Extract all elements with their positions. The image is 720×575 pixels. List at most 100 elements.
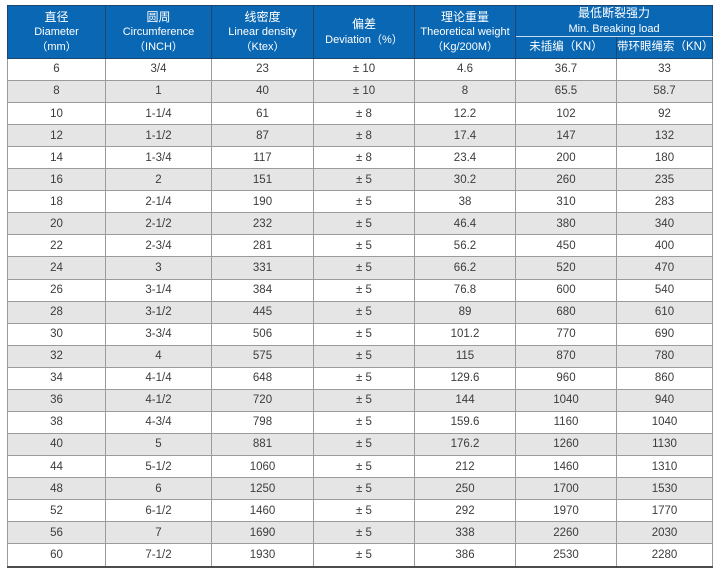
table-cell: 1 <box>105 79 212 104</box>
col-header-unspliced-kn: 未插编（KN） <box>515 35 617 59</box>
table-cell: 3 <box>105 256 212 280</box>
table-cell: 250 <box>414 477 516 501</box>
table-cell: 23 <box>211 57 314 81</box>
table-cell: 66.2 <box>414 256 516 280</box>
table-cell: 400 <box>615 234 714 258</box>
table-cell: ± 10 <box>313 79 415 104</box>
table-row: 40 5 881 ± 5 176.2 1260 1130 <box>7 432 714 457</box>
table-cell: 16 <box>7 168 106 192</box>
table-cell: 190 <box>211 190 314 214</box>
rope-spec-table: 直径 Diameter （mm） 圆周 Circumference （INCH）… <box>7 5 713 568</box>
table-cell: 102 <box>515 102 617 126</box>
table-cell: 3-1/2 <box>105 300 212 324</box>
table-row: 30 3-3/4 506 ± 5 101.2 770 690 <box>7 322 714 346</box>
col-header-circumference: 圆周 Circumference （INCH） <box>105 5 212 59</box>
table-cell: 940 <box>615 388 714 412</box>
table-cell: ± 8 <box>313 146 415 170</box>
table-cell: 520 <box>515 256 617 280</box>
table-cell: 2-1/2 <box>105 212 212 236</box>
table-cell: ± 5 <box>313 388 415 412</box>
table-cell: 76.8 <box>414 278 516 302</box>
col-header-theoretical-weight-cn: 理论重量 <box>440 9 489 24</box>
table-cell: 18 <box>7 190 106 214</box>
table-cell: 23.4 <box>414 146 516 170</box>
table-cell: ± 5 <box>313 410 415 434</box>
col-header-theoretical-weight: 理论重量 Theoretical weight （Kg/200M） <box>414 5 516 59</box>
table-cell: 1690 <box>211 521 314 545</box>
table-cell: 6-1/2 <box>105 499 212 523</box>
table-row: 22 2-3/4 281 ± 5 56.2 450 400 <box>7 234 714 258</box>
table-row: 24 3 331 ± 5 66.2 520 470 <box>7 256 714 280</box>
table-cell: 132 <box>615 124 714 148</box>
table-cell: ± 8 <box>313 102 415 126</box>
table-cell: 338 <box>414 521 516 545</box>
table-cell: 159.6 <box>414 410 516 434</box>
table-cell: 44 <box>7 455 106 479</box>
table-cell: 4-1/4 <box>105 366 212 390</box>
table-cell: ± 5 <box>313 190 415 214</box>
table-row: 8 1 40 ± 10 8 65.5 58.7 <box>7 79 714 104</box>
table-cell: 1130 <box>615 432 714 457</box>
table-cell: 1060 <box>211 455 314 479</box>
table-body: 6 3/4 23 ± 10 4.6 36.7 33 8 1 40 ± 10 8 65.5 58.7 10 1-… <box>7 57 714 568</box>
table-cell: 32 <box>7 344 106 368</box>
table-cell: 610 <box>615 300 714 324</box>
table-cell: 12.2 <box>414 102 516 126</box>
table-row: 32 4 575 ± 5 115 870 780 <box>7 344 714 368</box>
table-row: 36 4-1/2 720 ± 5 144 1040 940 <box>7 388 714 412</box>
table-cell: 4-1/2 <box>105 388 212 412</box>
table-cell: 881 <box>211 432 314 457</box>
table-row: 48 6 1250 ± 5 250 1700 1530 <box>7 477 714 501</box>
table-cell: 340 <box>615 212 714 236</box>
table-cell: 7 <box>105 521 212 545</box>
table-row: 44 5-1/2 1060 ± 5 212 1460 1310 <box>7 455 714 479</box>
table-cell: ± 10 <box>313 57 415 81</box>
table-cell: 65.5 <box>515 79 617 104</box>
table-cell: 7-1/2 <box>105 543 212 568</box>
col-header-linear-density: 线密度 Linear density （Ktex） <box>211 5 314 59</box>
table-cell: 1-1/4 <box>105 102 212 126</box>
table-cell: 3-3/4 <box>105 322 212 346</box>
table-cell: 600 <box>515 278 617 302</box>
table-cell: 1460 <box>211 499 314 523</box>
table-cell: 720 <box>211 388 314 412</box>
table-cell: 506 <box>211 322 314 346</box>
table-cell: 117 <box>211 146 314 170</box>
table-cell: 1040 <box>515 388 617 412</box>
table-cell: 36 <box>7 388 106 412</box>
table-cell: 52 <box>7 499 106 523</box>
table-cell: 40 <box>7 432 106 457</box>
col-header-circumference-cn: 圆周 <box>146 9 171 24</box>
table-cell: 575 <box>211 344 314 368</box>
col-header-diameter: 直径 Diameter （mm） <box>7 5 106 59</box>
table-cell: 22 <box>7 234 106 258</box>
table-cell: 147 <box>515 124 617 148</box>
table-cell: 129.6 <box>414 366 516 390</box>
table-cell: 2530 <box>515 543 617 568</box>
table-cell: 690 <box>615 322 714 346</box>
col-header-diameter-unit: （mm） <box>36 40 77 53</box>
table-cell: 26 <box>7 278 106 302</box>
table-cell: 60 <box>7 543 106 568</box>
table-cell: 89 <box>414 300 516 324</box>
table-row: 14 1-3/4 117 ± 8 23.4 200 180 <box>7 146 714 170</box>
col-header-min-breaking-load-cn: 最低断裂强力 <box>578 6 651 20</box>
table-cell: 1970 <box>515 499 617 523</box>
table-cell: 770 <box>515 322 617 346</box>
table-cell: 40 <box>211 79 314 104</box>
table-cell: ± 5 <box>313 212 415 236</box>
table-cell: 3-1/4 <box>105 278 212 302</box>
table-cell: 1700 <box>515 477 617 501</box>
col-header-circumference-unit: （INCH） <box>134 40 183 53</box>
table-cell: ± 5 <box>313 300 415 324</box>
table-cell: ± 5 <box>313 477 415 501</box>
table-cell: 648 <box>211 366 314 390</box>
table-row: 60 7-1/2 1930 ± 5 386 2530 2280 <box>7 543 714 568</box>
table-cell: 1250 <box>211 477 314 501</box>
col-header-theoretical-weight-unit: （Kg/200M） <box>431 40 499 53</box>
table-cell: 232 <box>211 212 314 236</box>
col-header-linear-density-unit: （Ktex） <box>240 40 285 53</box>
table-cell: 180 <box>615 146 714 170</box>
col-header-diameter-cn: 直径 <box>44 9 69 24</box>
table-cell: 6 <box>7 57 106 81</box>
